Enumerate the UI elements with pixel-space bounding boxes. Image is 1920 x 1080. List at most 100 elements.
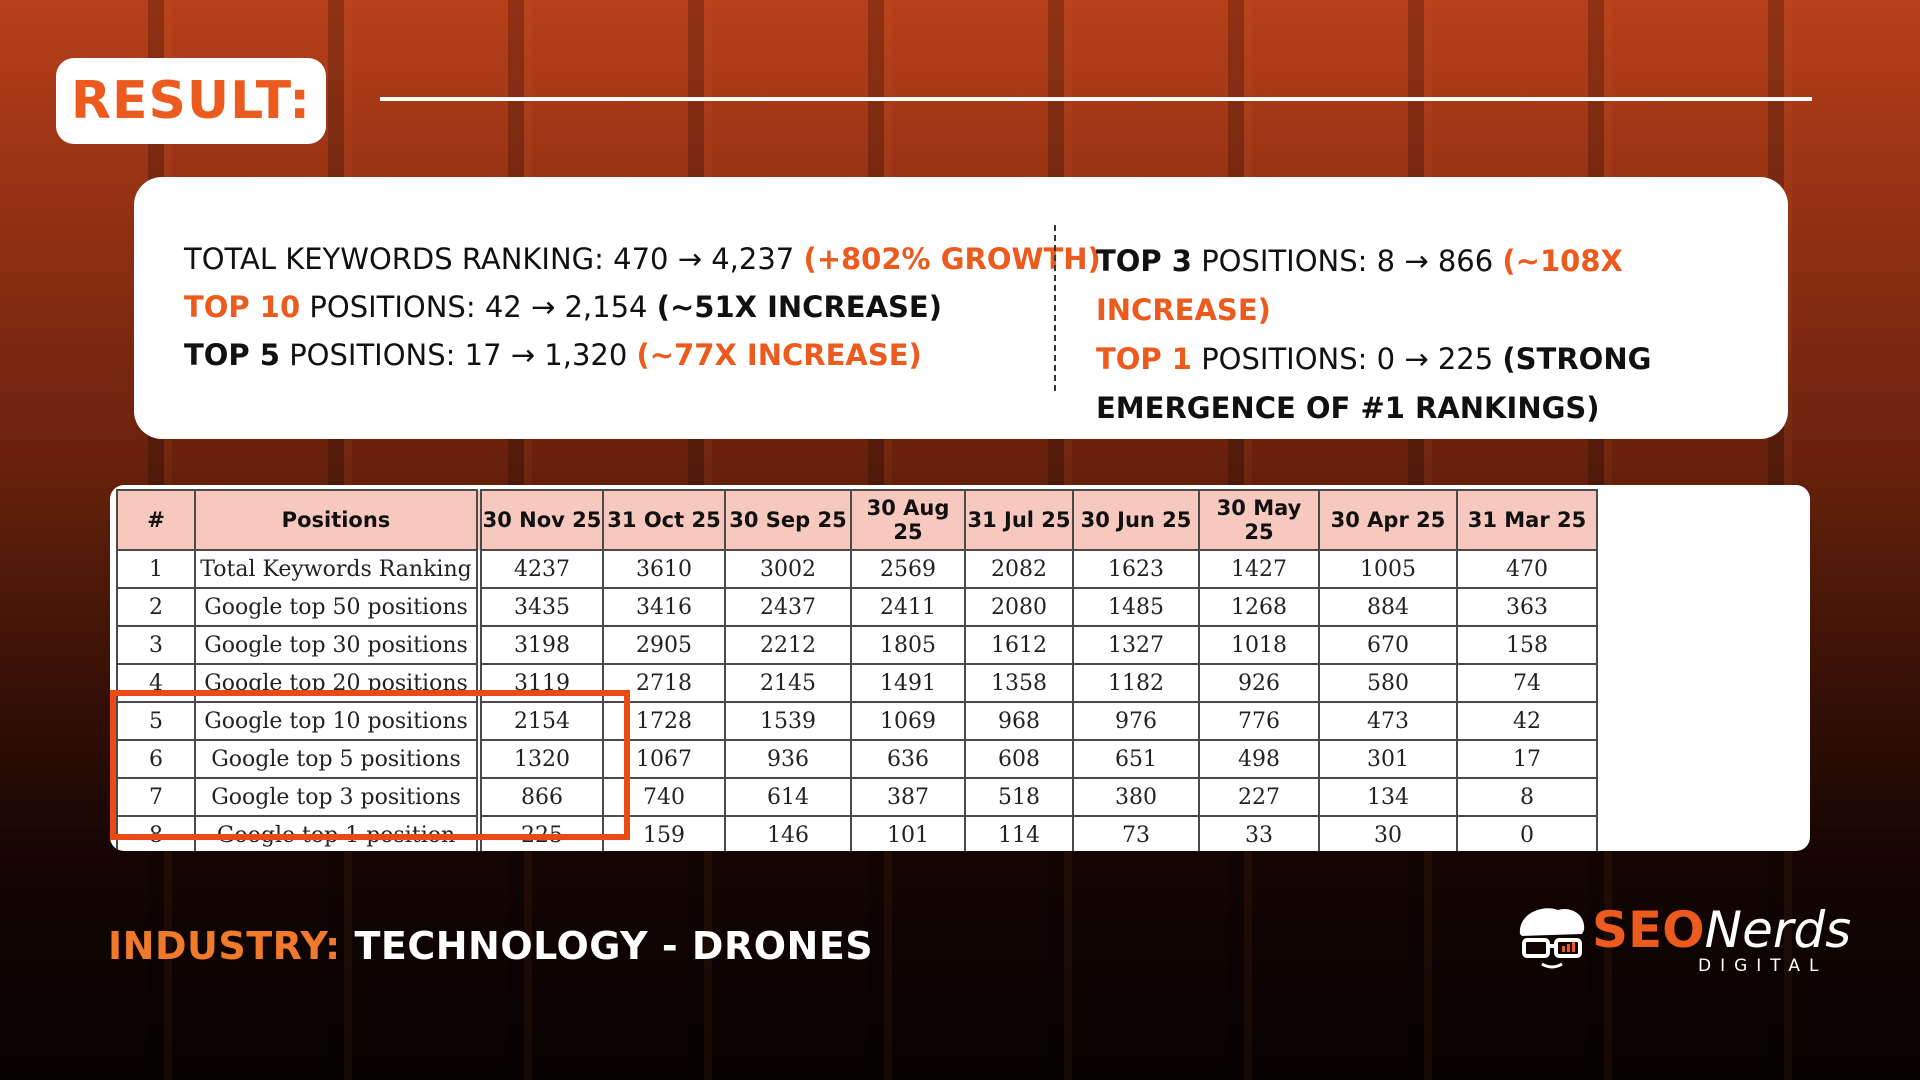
table-cell-value: 3435 [478,587,604,627]
table-cell-index: 5 [116,701,196,741]
summary-label: TOP 10 [184,290,301,324]
table-cell-value: 8 [1456,777,1598,817]
table-cell-value: 580 [1318,663,1458,703]
table-cell-value: 1069 [850,701,966,741]
table-cell-value: 101 [850,815,966,851]
table-header-date: 30 May 25 [1198,489,1320,551]
table-cell-index: 6 [116,739,196,779]
table-header-index: # [116,489,196,551]
table-cell-value: 301 [1318,739,1458,779]
table-cell-value: 134 [1318,777,1458,817]
table-cell-value: 225 [478,815,604,851]
summary-highlight: (~108X INCREASE) [1096,244,1623,327]
table-cell-value: 926 [1198,663,1320,703]
table-cell-value: 1067 [602,739,726,779]
table-cell-value: 1327 [1072,625,1200,665]
summary-value: 8 → 866 [1376,244,1494,278]
table-cell-value: 2718 [602,663,726,703]
table-cell-value: 1182 [1072,663,1200,703]
summary-right-column: TOP 3 POSITIONS: 8 → 866 (~108X INCREASE… [1096,237,1756,433]
table-cell-value: 1268 [1198,587,1320,627]
nerd-face-icon [1519,908,1585,969]
table-cell-value: 614 [724,777,852,817]
summary-card: TOTAL KEYWORDS RANKING: 470 → 4,237 (+80… [134,177,1788,439]
logo-nerds-text: Nerds [1704,901,1852,959]
summary-label-rest: POSITIONS: [1201,244,1368,278]
table-cell-value: 1539 [724,701,852,741]
table-cell-value: 0 [1456,815,1598,851]
logo-seo-text: SEO [1592,901,1705,959]
rankings-table: # Positions 30 Nov 25 31 Oct 25 30 Sep 25 30 … [116,489,1598,851]
table-cell-value: 936 [724,739,852,779]
table-row: 8 Google top 1 position 225 159 146 101 114 73 3… [116,815,1598,851]
table-cell-value: 1427 [1198,549,1320,589]
table-cell-value: 636 [850,739,966,779]
table-cell-value: 227 [1198,777,1320,817]
table-cell-position: Google top 5 positions [194,739,482,779]
table-cell-value: 651 [1072,739,1200,779]
table-cell-value: 776 [1198,701,1320,741]
table-row: 6 Google top 5 positions 1320 1067 936 636 608… [116,739,1598,779]
table-cell-value: 3198 [478,625,604,665]
table-header-date: 30 Nov 25 [478,489,604,551]
logo-subtitle: DIGITAL [1698,956,1828,976]
summary-line: TOTAL KEYWORDS RANKING: 470 → 4,237 (+80… [184,235,1101,283]
table-cell-value: 3119 [478,663,604,703]
table-cell-value: 387 [850,777,966,817]
summary-label: TOTAL KEYWORDS RANKING: [184,242,604,276]
table-cell-value: 1358 [964,663,1074,703]
table-cell-position: Google top 1 position [194,815,482,851]
table-cell-value: 2080 [964,587,1074,627]
table-cell-position: Total Keywords Ranking [194,549,482,589]
table-cell-value: 2212 [724,625,852,665]
table-cell-value: 884 [1318,587,1458,627]
summary-label: TOP 5 [184,338,280,372]
table-row: 4 Google top 20 positions 3119 2718 2145 1491… [116,663,1598,703]
table-cell-value: 380 [1072,777,1200,817]
table-cell-value: 74 [1456,663,1598,703]
table-cell-index: 1 [116,549,196,589]
table-header-date: 30 Jun 25 [1072,489,1200,551]
table-cell-value: 2569 [850,549,966,589]
summary-value: 17 → 1,320 [464,338,628,372]
table-header-positions: Positions [194,489,482,551]
table-cell-index: 4 [116,663,196,703]
table-cell-value: 159 [602,815,726,851]
summary-label: TOP 1 [1096,342,1192,376]
summary-value: 470 → 4,237 [613,242,795,276]
summary-value: 0 → 225 [1376,342,1494,376]
summary-label-rest: POSITIONS: [289,338,456,372]
table-cell-value: 363 [1456,587,1598,627]
table-cell-value: 30 [1318,815,1458,851]
table-cell-value: 740 [602,777,726,817]
table-cell-index: 2 [116,587,196,627]
table-row: 3 Google top 30 positions 3198 2905 2212 1805… [116,625,1598,665]
table-cell-value: 1018 [1198,625,1320,665]
table-cell-index: 7 [116,777,196,817]
table-header-date: 31 Oct 25 [602,489,726,551]
table-cell-value: 1612 [964,625,1074,665]
table-cell-index: 8 [116,815,196,851]
logo-wordmark: SEONerds [1592,900,1851,960]
table-cell-value: 158 [1456,625,1598,665]
table-cell-value: 73 [1072,815,1200,851]
header-rule [380,97,1812,101]
table-row: 7 Google top 3 positions 866 740 614 387 518 38… [116,777,1598,817]
summary-label-rest: POSITIONS: [1201,342,1368,376]
table-cell-value: 498 [1198,739,1320,779]
summary-highlight: (~51X INCREASE) [656,290,942,324]
industry-line: INDUSTRY: TECHNOLOGY - DRONES [108,924,873,968]
table-cell-value: 2145 [724,663,852,703]
table-cell-value: 1485 [1072,587,1200,627]
table-row: 2 Google top 50 positions 3435 3416 2437 2411… [116,587,1598,627]
table-cell-value: 4237 [478,549,604,589]
table-header-row: # Positions 30 Nov 25 31 Oct 25 30 Sep 25 30 … [116,489,1598,551]
table-cell-position: Google top 20 positions [194,663,482,703]
table-cell-value: 2411 [850,587,966,627]
summary-highlight: (STRONG EMERGENCE OF #1 RANKINGS) [1096,342,1652,425]
table-cell-value: 866 [478,777,604,817]
table-cell-position: Google top 3 positions [194,777,482,817]
table-cell-value: 1728 [602,701,726,741]
industry-label: INDUSTRY: [108,924,341,968]
summary-left-column: TOTAL KEYWORDS RANKING: 470 → 4,237 (+80… [184,235,1101,379]
